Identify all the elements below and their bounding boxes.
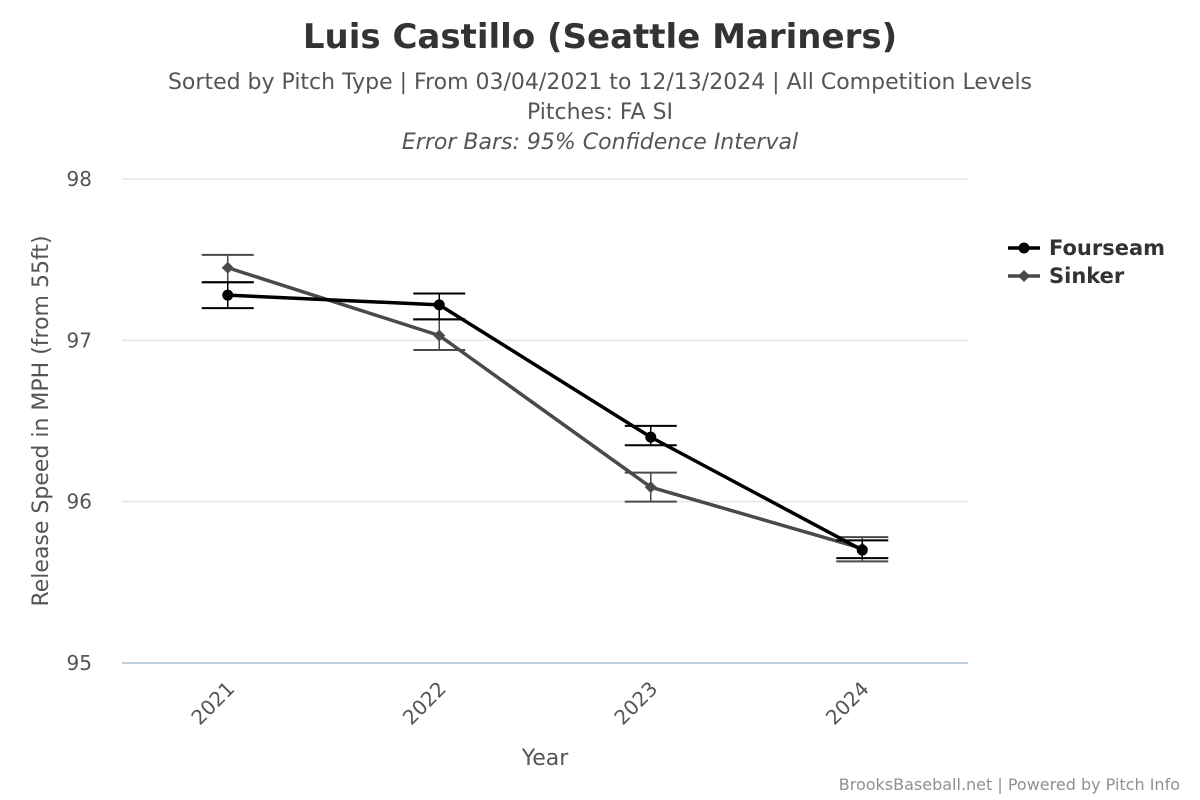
data-point[interactable] [856, 544, 868, 556]
y-tick-label: 95 [67, 651, 92, 675]
legend-label: Fourseam [1049, 236, 1165, 260]
x-axis-title: Year [521, 746, 570, 771]
legend-item-sinker[interactable]: Sinker [1008, 264, 1125, 288]
chart-subtitle-pitches: Pitches: FA SI [527, 100, 673, 125]
data-point[interactable] [645, 431, 657, 443]
legend-marker [1018, 270, 1030, 282]
legend[interactable]: Fourseam Sinker [1008, 236, 1165, 288]
series-line [227, 266, 863, 551]
data-point[interactable] [222, 289, 234, 301]
legend-marker [1018, 242, 1030, 254]
y-tick-label: 97 [67, 328, 92, 352]
data-point[interactable] [433, 329, 446, 342]
x-tick-label: 2022 [398, 677, 451, 730]
series-sinker [201, 253, 889, 563]
chart-subtitle-error-bars: Error Bars: 95% Confidence Interval [402, 130, 798, 155]
chart-subtitle: Sorted by Pitch Type | From 03/04/2021 t… [168, 70, 1032, 95]
chart-title: Luis Castillo (Seattle Mariners) [303, 17, 897, 57]
y-axis-title: Release Speed in MPH (from 55ft) [29, 235, 54, 606]
x-tick-label: 2024 [821, 677, 874, 730]
grid [122, 178, 968, 664]
legend-item-fourseam[interactable]: Fourseam [1008, 236, 1165, 260]
series-line [227, 293, 864, 552]
legend-label: Sinker [1049, 264, 1125, 288]
plot-area [201, 253, 889, 563]
credit-text: BrooksBaseball.net | Powered by Pitch In… [839, 775, 1180, 794]
data-point[interactable] [433, 299, 445, 311]
data-point[interactable] [644, 481, 657, 494]
y-tick-label: 96 [67, 490, 92, 514]
y-axis-ticks: 95 96 97 98 [67, 167, 92, 675]
series-fourseam [201, 281, 889, 560]
x-axis-ticks: 2021 2022 2023 2024 [186, 677, 873, 730]
x-tick-label: 2023 [609, 677, 662, 730]
data-point[interactable] [221, 261, 234, 274]
x-tick-label: 2021 [186, 677, 239, 730]
y-tick-label: 98 [67, 167, 92, 191]
